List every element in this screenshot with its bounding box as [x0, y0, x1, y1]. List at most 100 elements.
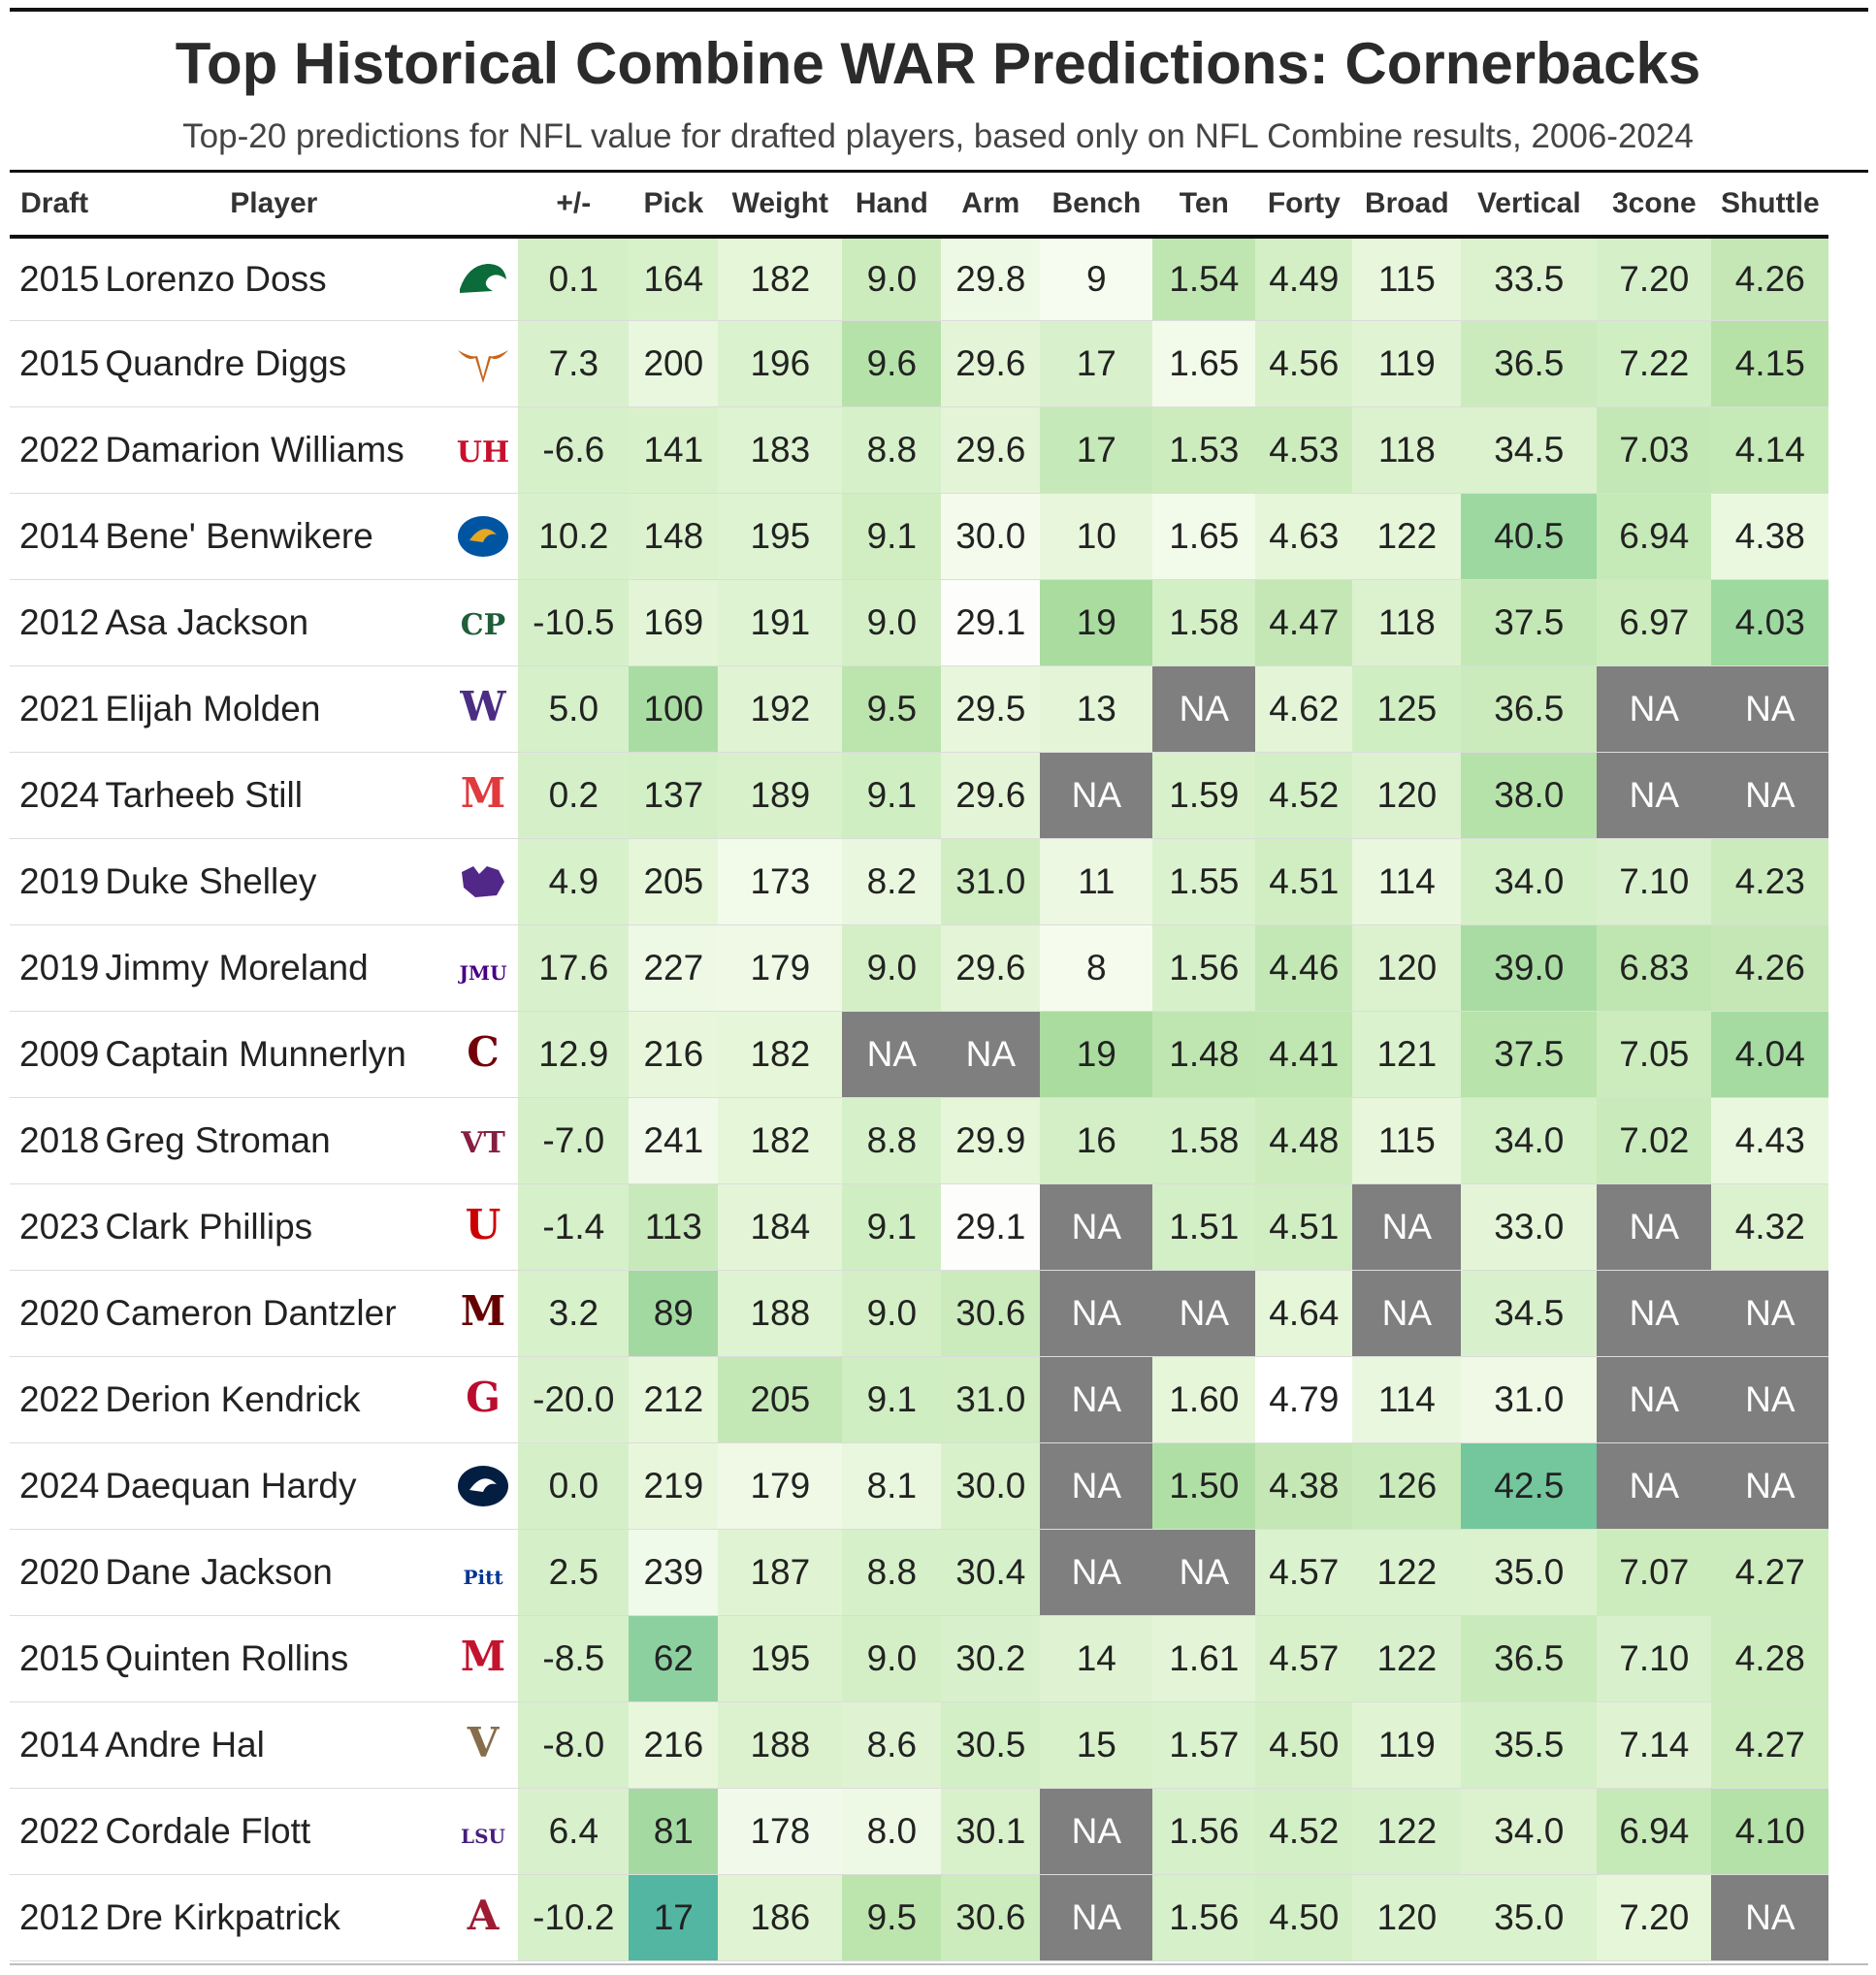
cell-shuttle: NA — [1711, 1874, 1829, 1961]
table-row: 2019 Jimmy Moreland JMU 17.6 227 179 9.0 29.6 8 1… — [10, 924, 1829, 1012]
table-row: 2024 Daequan Hardy 0.0 219 179 8.1 30.0 NA 1.50 4… — [10, 1442, 1829, 1530]
cell-weight: 179 — [718, 924, 843, 1012]
cell-player: Captain Munnerlyn — [99, 1011, 449, 1098]
cell-shuttle: 4.27 — [1711, 1529, 1829, 1616]
cell-weight: 195 — [718, 493, 843, 580]
cell-broad: 119 — [1352, 320, 1462, 407]
header-3cone: 3cone — [1611, 187, 1697, 219]
cell-shuttle: 4.32 — [1711, 1183, 1829, 1271]
cell-broad: 120 — [1352, 1874, 1462, 1961]
cell-bench: NA — [1040, 1874, 1153, 1961]
cell-broad: 126 — [1352, 1442, 1462, 1530]
cell-vertical: 39.0 — [1461, 924, 1598, 1012]
cell-player: Lorenzo Doss — [99, 235, 449, 321]
cell-plus-minus: -10.2 — [518, 1874, 630, 1961]
cell-ten: 1.57 — [1152, 1701, 1256, 1789]
svg-text:A: A — [467, 1892, 501, 1939]
cell-plus-minus: -8.0 — [518, 1701, 630, 1789]
cell-plus-minus: 4.9 — [518, 838, 630, 925]
cell-arm: NA — [941, 1011, 1041, 1098]
cell-3cone: 7.20 — [1597, 235, 1712, 321]
cell-pick: 216 — [629, 1701, 719, 1789]
cell-ten: 1.56 — [1152, 1788, 1256, 1875]
cell-hand: 8.8 — [842, 1097, 942, 1184]
cell-logo: A — [448, 1874, 519, 1961]
header-hand: Hand — [855, 187, 928, 219]
chart-title: Top Historical Combine WAR Predictions: … — [175, 31, 1701, 96]
header-pick: Pick — [643, 187, 704, 219]
cell-vertical: 35.0 — [1461, 1529, 1598, 1616]
top-rule — [10, 8, 1868, 12]
svg-text:JMU: JMU — [458, 961, 507, 985]
cell-pick: 148 — [629, 493, 719, 580]
cell-ten: 1.59 — [1152, 752, 1256, 839]
header-player: Player — [230, 187, 318, 219]
cell-ten: 1.61 — [1152, 1615, 1256, 1702]
cell-3cone: 7.05 — [1597, 1011, 1712, 1098]
cell-bench: NA — [1040, 1183, 1153, 1271]
cell-logo — [448, 1442, 519, 1530]
cell-3cone: 6.94 — [1597, 493, 1712, 580]
cell-broad: 125 — [1352, 665, 1462, 753]
cell-logo — [448, 838, 519, 925]
cell-plus-minus: -10.5 — [518, 579, 630, 666]
cell-pick: 212 — [629, 1356, 719, 1443]
cell-arm: 30.1 — [941, 1788, 1041, 1875]
cell-forty: 4.51 — [1255, 1183, 1353, 1271]
table-row: 2012 Dre Kirkpatrick A -10.2 17 186 9.5 30.6 NA 1… — [10, 1874, 1829, 1961]
cell-hand: 8.0 — [842, 1788, 942, 1875]
cell-logo: U — [448, 1183, 519, 1271]
cell-bench: NA — [1040, 752, 1153, 839]
tulane-green-wave-icon — [454, 250, 512, 308]
cell-broad: 118 — [1352, 406, 1462, 494]
cell-3cone: NA — [1597, 1270, 1712, 1357]
cell-player: Clark Phillips — [99, 1183, 449, 1271]
cell-forty: 4.50 — [1255, 1701, 1353, 1789]
cell-player: Tarheeb Still — [99, 752, 449, 839]
cell-logo: JMU — [448, 924, 519, 1012]
cell-vertical: 34.5 — [1461, 406, 1598, 494]
cell-shuttle: NA — [1711, 752, 1829, 839]
cell-ten: 1.58 — [1152, 1097, 1256, 1184]
cell-pick: 219 — [629, 1442, 719, 1530]
cell-plus-minus: -1.4 — [518, 1183, 630, 1271]
miami-ohio-m-icon: M — [454, 1630, 512, 1688]
cell-plus-minus: 6.4 — [518, 1788, 630, 1875]
table-row: 2020 Dane Jackson Pitt 2.5 239 187 8.8 30.4 NA NA… — [10, 1529, 1829, 1616]
cell-draft: 2024 — [10, 752, 100, 839]
cell-logo — [448, 235, 519, 321]
cell-draft: 2009 — [10, 1011, 100, 1098]
cell-forty: 4.64 — [1255, 1270, 1353, 1357]
cell-bench: 16 — [1040, 1097, 1153, 1184]
cell-plus-minus: 2.5 — [518, 1529, 630, 1616]
cell-ten: 1.48 — [1152, 1011, 1256, 1098]
table-row: 2023 Clark Phillips U -1.4 113 184 9.1 29.1 NA 1.… — [10, 1183, 1829, 1271]
cell-arm: 30.6 — [941, 1270, 1041, 1357]
cell-draft: 2019 — [10, 924, 100, 1012]
cell-broad: 120 — [1352, 752, 1462, 839]
cell-shuttle: NA — [1711, 1270, 1829, 1357]
cell-forty: 4.51 — [1255, 838, 1353, 925]
cell-player: Quinten Rollins — [99, 1615, 449, 1702]
cell-bench: NA — [1040, 1356, 1153, 1443]
cell-draft: 2020 — [10, 1529, 100, 1616]
cell-arm: 29.6 — [941, 752, 1041, 839]
cell-pick: 113 — [629, 1183, 719, 1271]
houston-uh-icon: UH — [454, 421, 512, 479]
war-table: Draft Player +/- Pick Weight Hand Arm Be… — [10, 173, 1829, 1961]
cell-shuttle: NA — [1711, 1442, 1829, 1530]
cell-player: Asa Jackson — [99, 579, 449, 666]
cell-pick: 164 — [629, 235, 719, 321]
cell-logo: M — [448, 1615, 519, 1702]
cell-plus-minus: 5.0 — [518, 665, 630, 753]
cell-forty: 4.57 — [1255, 1529, 1353, 1616]
cell-pick: 100 — [629, 665, 719, 753]
cell-vertical: 34.0 — [1461, 838, 1598, 925]
washington-w-icon: W — [454, 680, 512, 738]
header-arm: Arm — [961, 187, 1020, 219]
cell-hand: 9.0 — [842, 1615, 942, 1702]
cell-forty: 4.56 — [1255, 320, 1353, 407]
cell-3cone: NA — [1597, 1442, 1712, 1530]
table-body: 2015 Lorenzo Doss 0.1 164 182 9.0 29.8 9 1.54 4.4… — [10, 235, 1829, 1961]
cell-plus-minus: 7.3 — [518, 320, 630, 407]
